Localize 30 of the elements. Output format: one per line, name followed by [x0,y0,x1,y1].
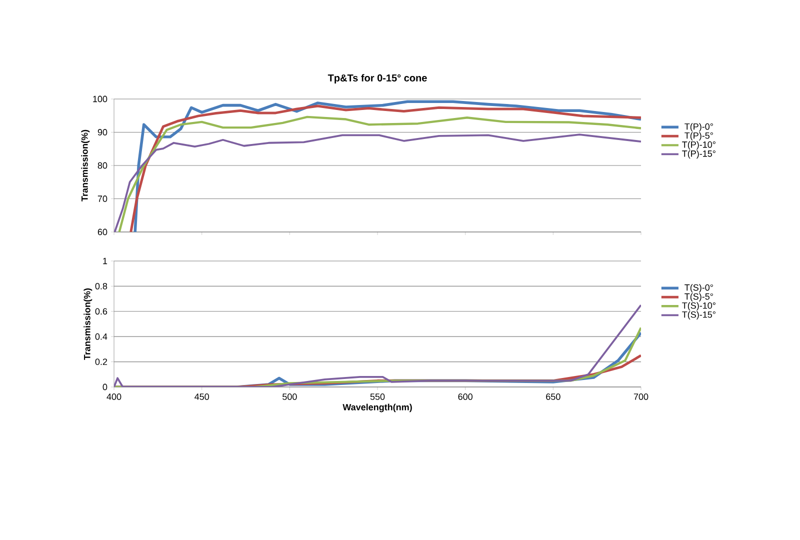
x-tick-label: 700 [634,394,648,400]
y-tick-label: 0.6 [95,308,108,315]
x-tick-label: 500 [282,394,297,400]
y-axis-title: Transmission(%) [84,288,92,360]
legend-label: T(S)-15° [682,311,716,320]
y-tick-label: 90 [98,129,108,136]
x-axis-title: Wavelength(nm) [342,404,412,412]
y-tick-label: 0 [102,384,108,390]
legend-label: T(S)-10° [682,302,716,311]
y-tick-label: 0.2 [95,358,108,365]
legend-label: T(S)-0° [684,284,713,292]
x-tick-label: 400 [106,394,122,400]
x-tick-label: 600 [458,394,472,400]
x-tick-label: 650 [546,394,560,400]
legend-label: T(P)-10° [682,141,716,150]
y-tick-label: 60 [98,228,108,236]
legend-label: T(P)-5° [684,132,713,141]
x-tick-label: 550 [370,394,385,400]
legend-label: T(P)-15° [682,150,716,159]
y-tick-label: 70 [98,196,108,202]
y-tick-label: 100 [93,96,108,102]
y-tick-label: 80 [98,162,108,169]
y-tick-label: 0.4 [95,333,108,340]
y-axis-title: Transmission(%) [81,130,90,202]
y-tick-label: 1 [103,258,108,264]
legend-label: T(S)-5° [684,293,713,302]
y-tick-label: 0.8 [95,282,108,290]
x-tick-label: 450 [194,394,209,400]
chart-title: Tp&Ts for 0-15° cone [328,74,427,84]
legend-label: T(P)-0° [684,123,713,132]
